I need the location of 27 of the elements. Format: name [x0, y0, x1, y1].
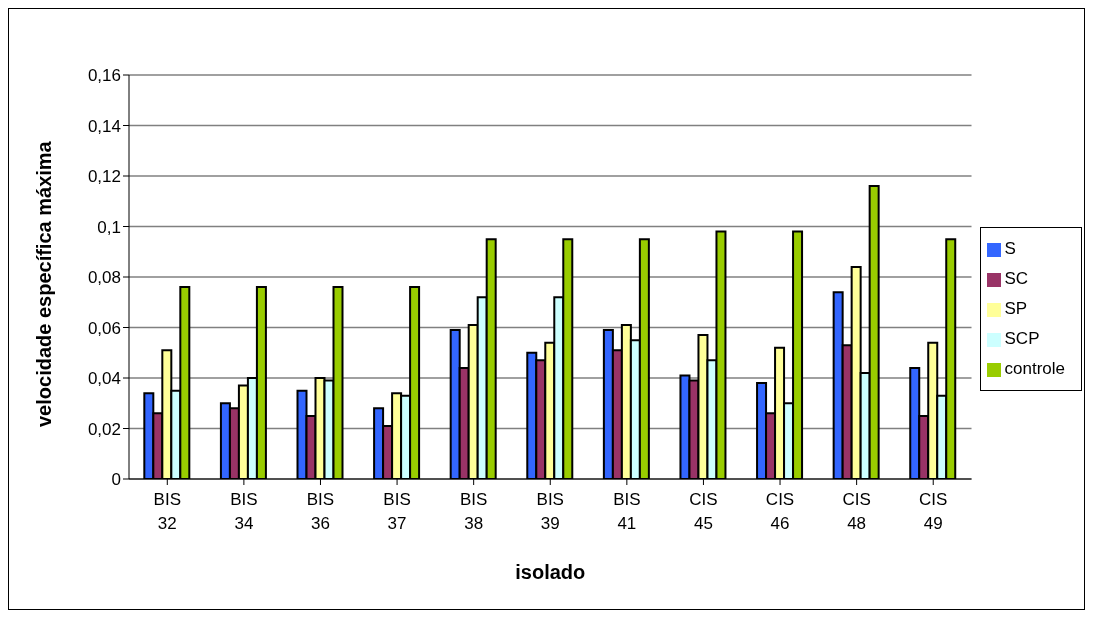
x-tick-label: BIS 38	[459, 490, 488, 533]
x-axis-title: isolado	[515, 561, 586, 583]
legend-label: S	[1004, 239, 1016, 258]
x-tick-label: BIS 34	[230, 490, 258, 533]
y-tick-label: 0,02	[87, 419, 121, 439]
y-tick-label: 0,06	[87, 318, 121, 338]
x-tick-label: CIS 46	[765, 490, 795, 533]
y-tick-label: 0,16	[87, 66, 121, 86]
x-tick-label: BIS 32	[153, 490, 181, 533]
x-tick-label: BIS 41	[613, 490, 641, 533]
y-tick-label: 0,12	[87, 167, 121, 187]
legend-label: SP	[1004, 299, 1028, 318]
x-tick-label: BIS 37	[383, 490, 411, 533]
y-tick-label: 0	[111, 470, 121, 490]
y-tick-label: 0,1	[97, 217, 121, 237]
x-tick-label: CIS 48	[842, 490, 871, 533]
legend-label: controle	[1004, 359, 1065, 378]
y-axis-title: velocidade específica máxima	[33, 140, 56, 427]
x-tick-label: CIS 49	[919, 490, 948, 533]
x-tick-label: BIS 36	[306, 490, 335, 533]
legend-label: SCP	[1004, 329, 1040, 348]
x-tick-label: BIS 39	[536, 490, 564, 533]
y-tick-label: 0,14	[87, 116, 121, 136]
y-tick-label: 0,08	[87, 268, 121, 288]
y-tick-label: 0,04	[87, 369, 121, 389]
x-tick-label: CIS 45	[689, 490, 718, 533]
legend-label: SC	[1004, 269, 1029, 288]
